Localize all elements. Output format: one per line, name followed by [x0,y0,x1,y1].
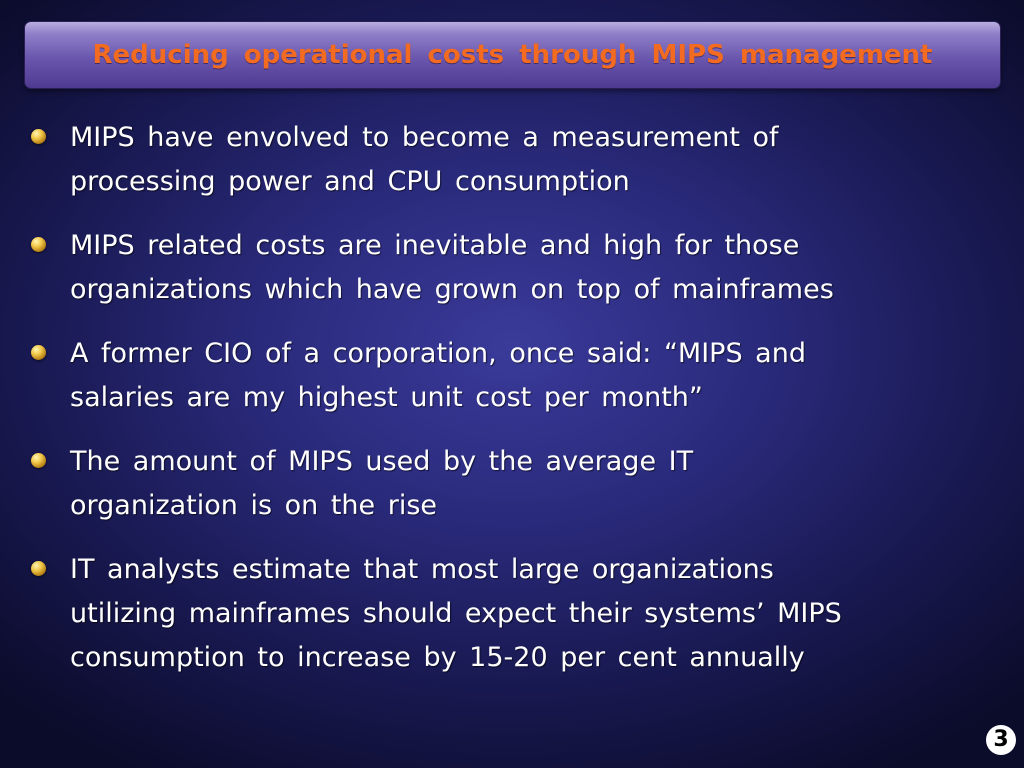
bullet-text: IT analysts estimate that most large org… [70,554,842,673]
bullet-icon [31,345,46,360]
slide-title: Reducing operational costs through MIPS … [92,40,933,70]
bullet-text: The amount of MIPS used by the average I… [70,446,694,521]
bullet-list: MIPS have envolved to become a measureme… [28,116,1003,700]
bullet-item: A former CIO of a corporation, once said… [28,332,1003,420]
bullet-item: IT analysts estimate that most large org… [28,548,1003,680]
title-bar: Reducing operational costs through MIPS … [25,22,1000,88]
bullet-icon [31,453,46,468]
bullet-item: The amount of MIPS used by the average I… [28,440,1003,528]
bullet-icon [31,129,46,144]
bullet-item: MIPS related costs are inevitable and hi… [28,224,1003,312]
bullet-text: A former CIO of a corporation, once said… [70,338,806,413]
bullet-icon [31,237,46,252]
page-number-badge: 3 [986,725,1016,755]
bullet-text: MIPS have envolved to become a measureme… [70,122,779,197]
bullet-item: MIPS have envolved to become a measureme… [28,116,1003,204]
bullet-icon [31,561,46,576]
bullet-text: MIPS related costs are inevitable and hi… [70,230,834,305]
